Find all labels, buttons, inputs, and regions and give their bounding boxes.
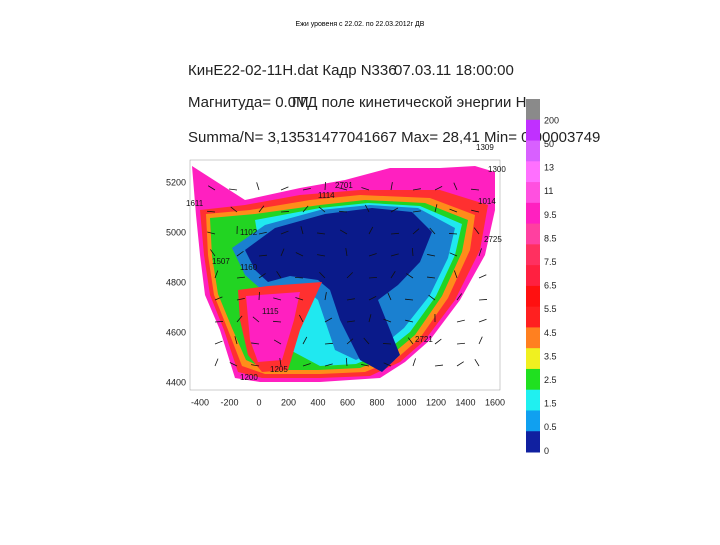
station-label: 1160 [240, 263, 258, 272]
station-label: 1309 [476, 143, 494, 152]
colorbar-swatch [526, 224, 540, 245]
y-tick-label: 4400 [166, 377, 186, 387]
colorbar-swatch [526, 203, 540, 224]
colorbar-swatch [526, 265, 540, 286]
colorbar-swatch [526, 244, 540, 265]
x-tick-label: -400 [191, 397, 209, 407]
station-label: 1200 [240, 373, 258, 382]
colorbar-swatch [526, 431, 540, 452]
colorbar-swatch [526, 390, 540, 411]
station-label: 1611 [186, 199, 204, 208]
y-tick-label: 4600 [166, 327, 186, 337]
x-tick-label: 600 [340, 397, 355, 407]
colorbar-label: 7.5 [544, 257, 557, 267]
x-tick-label: 1000 [396, 397, 416, 407]
x-tick-label: 200 [281, 397, 296, 407]
arrow [449, 233, 457, 234]
y-tick-label: 5000 [166, 227, 186, 237]
colorbar-label: 2.5 [544, 375, 557, 385]
page-title: Ежи уровеня с 22.02. по 22.03.2012г ДВ [296, 21, 425, 28]
arrow [281, 211, 289, 212]
station-label: 1114 [318, 191, 335, 200]
arrow [383, 343, 391, 344]
colorbar-label: 9.5 [544, 210, 557, 220]
station-label: 2725 [484, 235, 502, 244]
colorbar-label: 50 [544, 139, 554, 149]
datetime: 07.03.11 18:00:00 [394, 62, 514, 79]
colorbar-swatch [526, 99, 540, 120]
colorbar-swatch [526, 120, 540, 141]
colorbar-label: 6.5 [544, 281, 557, 291]
x-tick-label: 1400 [455, 397, 475, 407]
station-label: 1507 [212, 257, 230, 266]
colorbar-label: 3.5 [544, 351, 557, 361]
colorbar-label: 11 [544, 186, 553, 196]
colorbar-swatch [526, 327, 540, 348]
colorbar-label: 8.5 [544, 233, 557, 243]
colorbar-swatch [526, 182, 540, 203]
file-name: КинЕ22-02-11Н.dat Кадр N336 [188, 62, 397, 79]
x-tick-label: 1200 [426, 397, 446, 407]
x-tick-label: -200 [220, 397, 238, 407]
colorbar-swatch [526, 410, 540, 431]
colorbar-label: 0 [544, 446, 549, 456]
x-tick-label: 0 [256, 397, 261, 407]
magnitude: Магнитуда= 0.0М [188, 94, 309, 111]
x-axis: -400 -200 0 200 400 600 800 1000 1200 1400 1600 [191, 397, 505, 407]
colorbar-swatch [526, 141, 540, 162]
y-tick-label: 5200 [166, 177, 186, 187]
station-label: 2721 [415, 335, 433, 344]
colorbar-label: 0.5 [544, 422, 557, 432]
x-tick-label: 800 [369, 397, 384, 407]
station-label: 1205 [270, 365, 288, 374]
station-label: 1102 [240, 228, 258, 237]
colorbar-swatch [526, 286, 540, 307]
y-tick-label: 4800 [166, 277, 186, 287]
colorbar-swatch [526, 161, 540, 182]
x-tick-label: 400 [310, 397, 325, 407]
colorbar-label: 5.5 [544, 304, 557, 314]
station-label: 1014 [478, 197, 496, 206]
arrow [215, 321, 223, 322]
colorbar-swatch [526, 369, 540, 390]
colorbar-label: 13 [544, 163, 554, 173]
colorbar-label: 1.5 [544, 399, 557, 409]
x-tick-label: 1600 [485, 397, 505, 407]
station-label: 1115 [262, 307, 279, 316]
station-label: 1300 [488, 165, 506, 174]
field-name: ГГД поле кинетической энергии Н. [292, 94, 531, 111]
colorbar-swatch [526, 307, 540, 328]
colorbar-label: 200 [544, 115, 559, 125]
station-label: 2701 [335, 181, 353, 190]
colorbar-swatch [526, 348, 540, 369]
colorbar-label: 4.5 [544, 328, 557, 338]
